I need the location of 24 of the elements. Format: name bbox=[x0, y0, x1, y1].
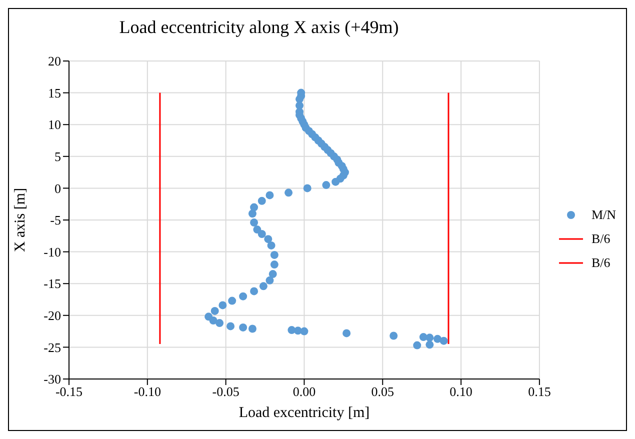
y-tick-label: 10 bbox=[48, 117, 61, 132]
x-tick-label: -0.15 bbox=[55, 384, 83, 400]
y-tick-label: -20 bbox=[44, 308, 61, 324]
y-tick-label: 20 bbox=[48, 54, 61, 69]
legend-label: B/6 bbox=[591, 254, 610, 272]
y-tick-label: 15 bbox=[48, 85, 61, 100]
y-tick-label: 0 bbox=[54, 180, 61, 196]
y-axis-title: X axis [m] bbox=[12, 188, 28, 252]
legend-label: B/6 bbox=[591, 230, 610, 248]
y-tick-label: -25 bbox=[44, 340, 61, 355]
x-tick-label: 0.05 bbox=[371, 384, 394, 400]
x-tick-label: 0.00 bbox=[292, 384, 316, 400]
chart-title: Load eccentricity along X axis (+49m) bbox=[118, 17, 400, 38]
y-tick-label: -15 bbox=[44, 276, 61, 292]
x-axis-title: Load excentricity [m] bbox=[238, 405, 370, 421]
legend-label: M/N bbox=[591, 206, 616, 224]
x-tick-label: -0.05 bbox=[212, 384, 240, 400]
y-tick-label: -30 bbox=[44, 372, 61, 387]
x-tick-label: 0.15 bbox=[528, 384, 551, 400]
y-tick-label: 5 bbox=[54, 149, 61, 164]
y-tick-label: -10 bbox=[44, 244, 61, 260]
y-tick-label: -5 bbox=[50, 212, 61, 228]
x-tick-label: 0.10 bbox=[450, 384, 472, 400]
x-tick-label: -0.10 bbox=[134, 384, 161, 400]
